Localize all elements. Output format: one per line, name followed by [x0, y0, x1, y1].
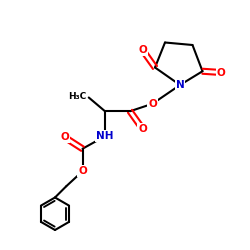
Text: H₃C: H₃C — [68, 92, 86, 101]
Text: NH: NH — [96, 131, 114, 141]
Text: O: O — [60, 132, 69, 142]
Text: N: N — [176, 80, 184, 90]
Text: O: O — [148, 99, 157, 109]
Text: O: O — [138, 124, 147, 134]
Text: O: O — [78, 166, 87, 176]
Text: O: O — [217, 68, 226, 78]
Text: O: O — [138, 45, 147, 55]
